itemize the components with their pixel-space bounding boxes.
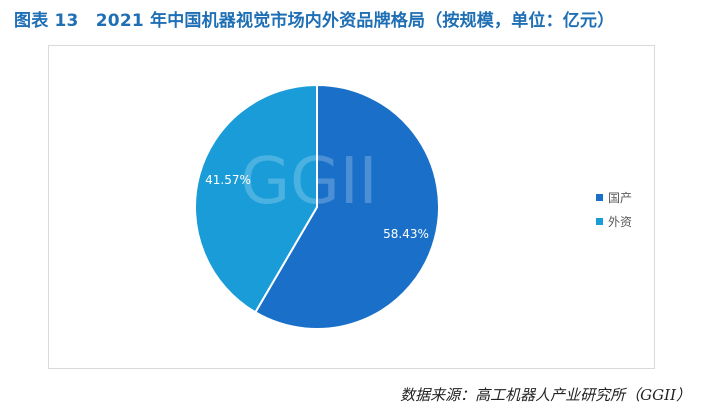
data-label-2: 41.57% bbox=[205, 173, 251, 187]
legend-item-2: 外资 bbox=[596, 209, 632, 233]
pie-slice-2 bbox=[194, 83, 318, 314]
legend-swatch bbox=[596, 217, 603, 225]
chart-title: 图表 13 2021 年中国机器视觉市场内外资品牌格局（按规模，单位：亿元） bbox=[14, 11, 615, 31]
legend-label: 国产 bbox=[608, 190, 633, 205]
source-note: 数据来源：高工机器人产业研究所（GGII） bbox=[400, 386, 691, 404]
data-label-1: 58.43% bbox=[383, 227, 429, 241]
pie-slice-1 bbox=[253, 83, 440, 330]
watermark: GGII bbox=[241, 145, 378, 219]
legend: 国产 外资 bbox=[596, 185, 632, 233]
legend-item-1: 国产 bbox=[596, 185, 632, 209]
legend-swatch bbox=[596, 193, 603, 201]
legend-label: 外资 bbox=[608, 214, 633, 229]
